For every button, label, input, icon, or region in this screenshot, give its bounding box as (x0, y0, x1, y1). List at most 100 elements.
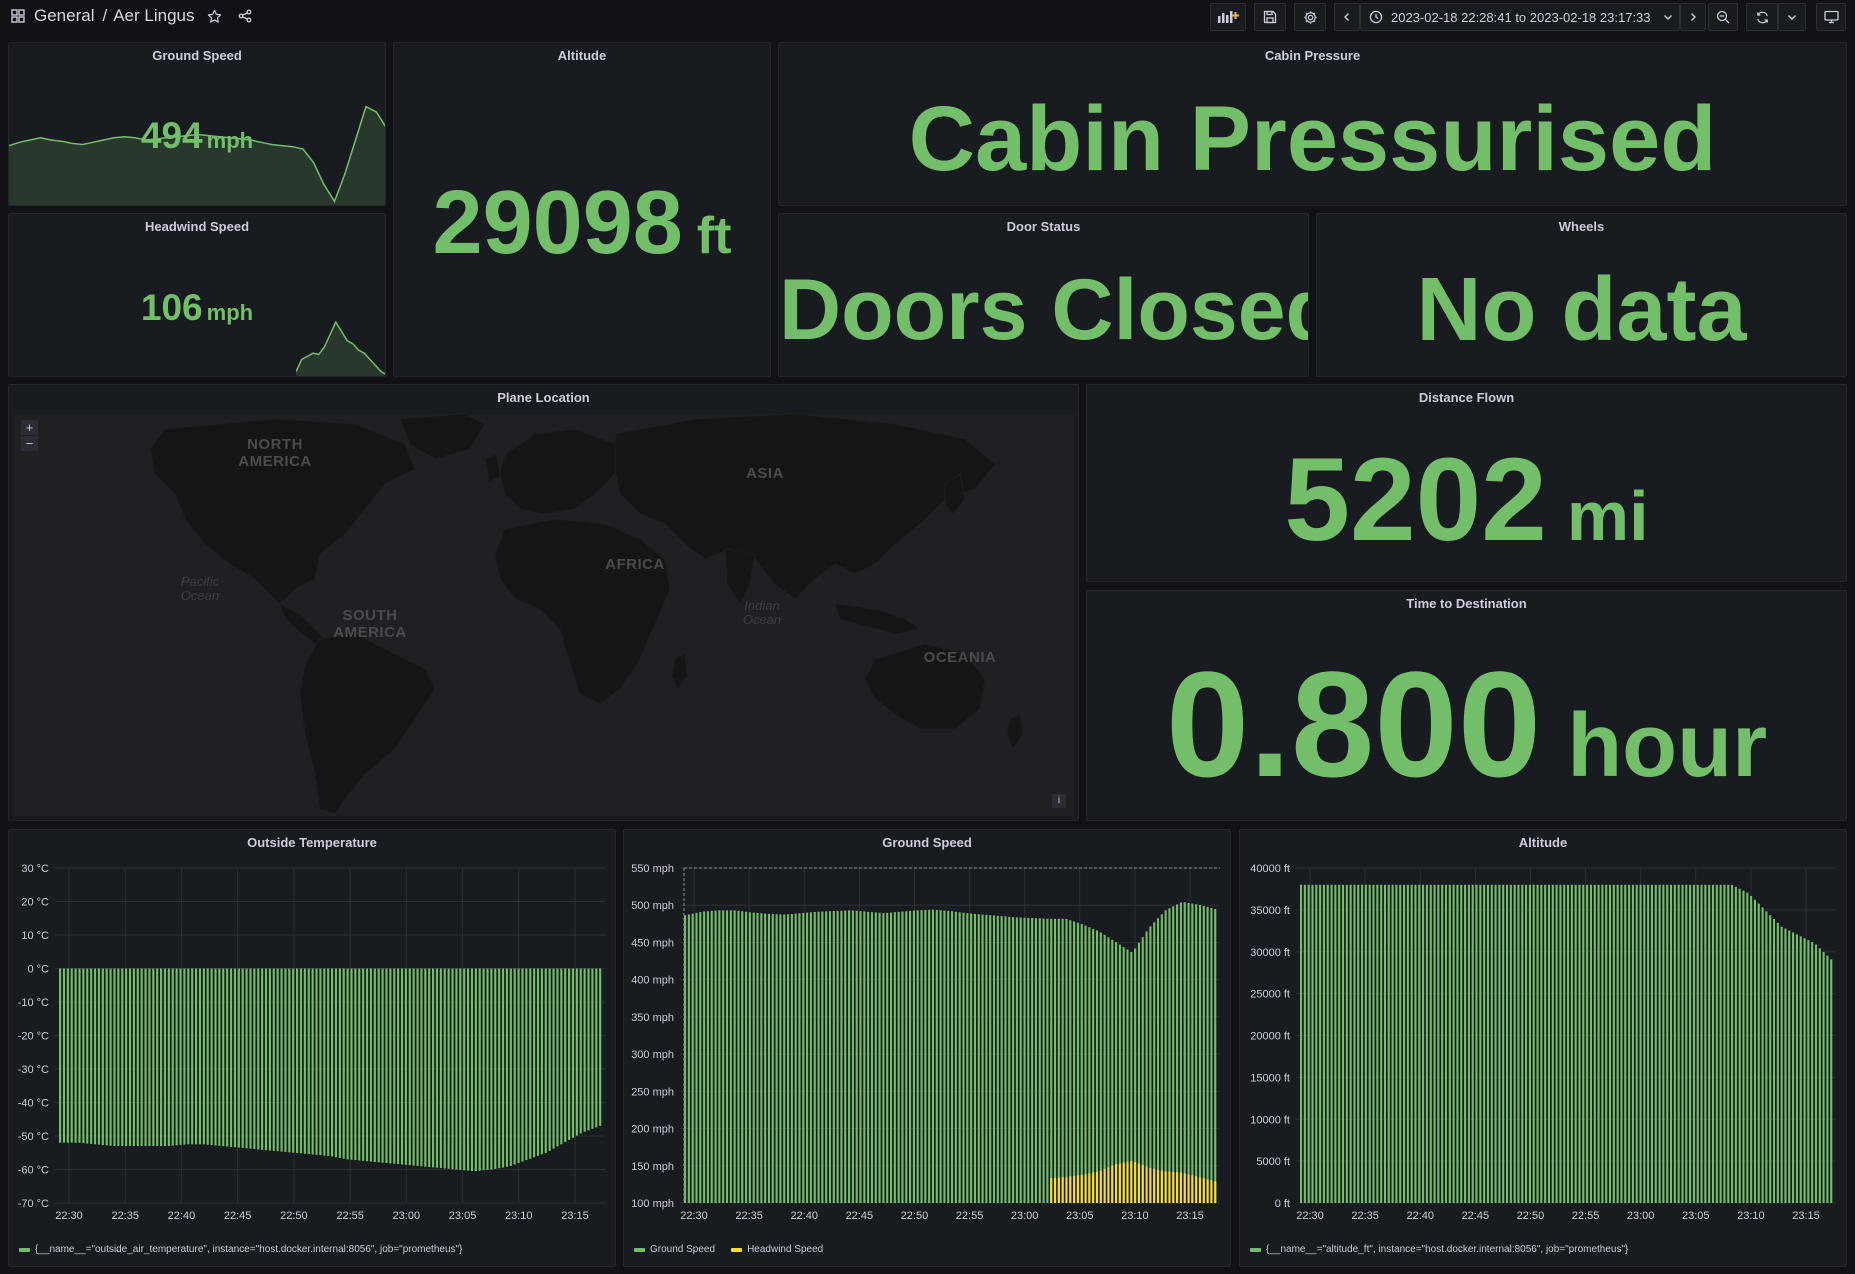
bar (284, 968, 287, 1152)
bar (288, 968, 291, 1153)
outside-temperature-chart-panel[interactable]: Outside Temperature 30 °C 20 °C 10 °C 0 °C -… (8, 829, 616, 1267)
map-label-line: Pacific (180, 574, 220, 589)
time-range-picker[interactable]: 2023-02-18 22:28:41 to 2023-02-18 23:17:… (1360, 3, 1680, 31)
bar (718, 910, 721, 1203)
bar (1692, 884, 1695, 1203)
legend-item[interactable]: Ground Speed (634, 1244, 715, 1255)
bar (1719, 884, 1722, 1203)
bar (311, 968, 314, 1155)
bar (1118, 1163, 1121, 1203)
bar (684, 915, 687, 1203)
legend-item[interactable]: {__name__="altitude_ft", instance="host.… (1250, 1244, 1628, 1255)
map-label-oceania: OCEANIA (923, 649, 997, 666)
cabin-pressure-panel[interactable]: Cabin Pressure Cabin Pressurised (778, 42, 1847, 206)
sparkline-line (296, 320, 385, 375)
bar (1073, 1175, 1076, 1203)
bar (1330, 884, 1333, 1203)
ground-speed-chart[interactable]: 550 mph 500 mph 450 mph 400 mph 350 mph 300 m… (624, 858, 1231, 1243)
dashboard-title[interactable]: Aer Lingus (113, 6, 195, 25)
altitude-stat-panel[interactable]: Altitude 29098 ft (393, 42, 771, 377)
bar (1669, 884, 1673, 1203)
bar (373, 968, 376, 1162)
bar (1076, 922, 1079, 1203)
bar (1122, 1162, 1125, 1203)
bar (1319, 884, 1322, 1203)
refresh-button[interactable] (1746, 3, 1778, 31)
map-attribution-info-button[interactable]: i (1052, 794, 1066, 808)
bar (1711, 884, 1715, 1203)
x-tick-label: 22:55 (1572, 1210, 1600, 1222)
bar (1494, 884, 1497, 1203)
legend-item[interactable]: {__name__="outside_air_temperature", ins… (19, 1244, 462, 1255)
bar (439, 968, 442, 1169)
world-map[interactable]: + − NORTH AMERICA ASIA AFRICA SOUTH AMER… (15, 414, 1074, 816)
ground-speed-stat-panel[interactable]: Ground Speed 494 mph (8, 42, 386, 206)
bar (901, 911, 904, 1203)
value-unit: ft (696, 207, 732, 265)
wheels-panel[interactable]: Wheels No data (1316, 213, 1847, 377)
save-dashboard-button[interactable] (1254, 3, 1286, 31)
ground-speed-chart-panel[interactable]: Ground Speed 550 mph 500 mph 450 mph 400 mp… (623, 829, 1231, 1267)
distance-flown-panel[interactable]: Distance Flown 5202 mi (1086, 384, 1847, 582)
bar (1156, 918, 1160, 1203)
bar (1757, 903, 1760, 1203)
bar (156, 968, 159, 1147)
bar (342, 968, 345, 1159)
map-zoom-in-button[interactable]: + (21, 420, 38, 435)
bar (1620, 884, 1623, 1203)
time-shift-forward-button[interactable] (1680, 3, 1706, 31)
bar (729, 910, 732, 1203)
bar (1095, 930, 1099, 1203)
bar (928, 909, 931, 1203)
bar (1383, 884, 1387, 1203)
bar (817, 911, 820, 1203)
altitude-value: 29098 ft (394, 173, 770, 286)
bar (280, 968, 283, 1152)
legend-label: {__name__="altitude_ft", instance="host.… (1266, 1244, 1629, 1255)
time-to-destination-panel[interactable]: Time to Destination 0.800 hour (1086, 590, 1847, 821)
star-icon[interactable] (205, 6, 225, 26)
bar (916, 910, 919, 1203)
plane-location-panel[interactable]: Plane Location (8, 384, 1079, 821)
x-tick-label: 23:10 (1121, 1210, 1149, 1222)
zoom-out-button[interactable] (1708, 3, 1738, 31)
bar (501, 968, 505, 1168)
bar (1141, 937, 1144, 1203)
outside-temperature-chart[interactable]: 30 °C 20 °C 10 °C 0 °C -10 °C -20 °C -30 °C -40… (9, 858, 616, 1243)
tv-mode-button[interactable] (1816, 3, 1846, 31)
bar (443, 968, 446, 1169)
add-panel-button[interactable] (1210, 3, 1246, 31)
share-icon[interactable] (235, 6, 255, 26)
bar (529, 968, 532, 1159)
map-zoom-out-button[interactable]: − (21, 436, 38, 451)
bar (1704, 884, 1707, 1203)
panel-title: Cabin Pressure (1264, 48, 1361, 63)
dashboard-settings-button[interactable] (1294, 3, 1326, 31)
door-status-panel[interactable]: Door Status Doors Closed (778, 213, 1309, 377)
panel-title: Door Status (1006, 219, 1081, 234)
time-shift-back-button[interactable] (1334, 3, 1360, 31)
legend-item[interactable]: Headwind Speed (731, 1244, 823, 1255)
apps-icon[interactable] (8, 6, 28, 26)
bar (714, 910, 717, 1203)
bar (893, 912, 896, 1203)
bar (249, 968, 252, 1149)
x-tick-label: 22:40 (790, 1210, 818, 1222)
altitude-chart[interactable]: 40000 ft 35000 ft 30000 ft 25000 ft 20000 ft… (1240, 858, 1847, 1243)
x-tick-label: 23:05 (449, 1210, 477, 1222)
refresh-interval-dropdown[interactable] (1778, 3, 1806, 31)
y-tick-label: 10 °C (21, 930, 49, 942)
bar (1490, 884, 1493, 1203)
y-tick-label: 550 mph (631, 863, 674, 875)
value-number: 106 (140, 287, 203, 328)
bar (245, 968, 248, 1149)
bar (525, 968, 528, 1161)
bar (741, 911, 744, 1203)
altitude-chart-panel[interactable]: Altitude 40000 ft 35000 ft 30000 ft 25000 f… (1239, 829, 1847, 1267)
bar (276, 968, 279, 1152)
headwind-speed-stat-panel[interactable]: Headwind Speed 106 mph (8, 213, 386, 377)
bar (1050, 918, 1053, 1203)
bar (210, 968, 213, 1146)
chevron-right-icon (1688, 12, 1698, 22)
breadcrumb-folder[interactable]: General (34, 6, 95, 25)
